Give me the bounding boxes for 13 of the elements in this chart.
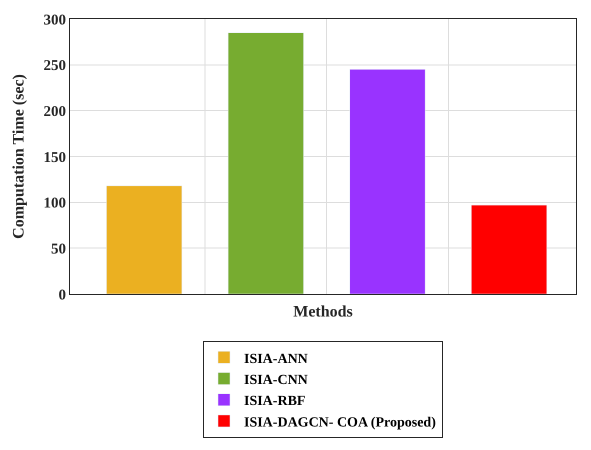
y-tick-label: 100 xyxy=(44,196,66,212)
y-tick-label: 150 xyxy=(44,150,66,166)
legend-label: ISIA-DAGCN- COA (Proposed) xyxy=(244,415,436,430)
x-axis-title: Methods xyxy=(293,304,353,321)
legend-label: ISIA-RBF xyxy=(244,394,306,410)
y-axis-title: Computation Time (sec) xyxy=(10,74,28,239)
y-tick-label: 250 xyxy=(44,58,66,74)
legend-label: ISIA-ANN xyxy=(244,352,308,367)
y-tick-label: 200 xyxy=(44,104,66,120)
y-tick-label: 300 xyxy=(44,12,66,28)
y-tick-label: 0 xyxy=(58,287,66,304)
legend-label: ISIA-CNN xyxy=(244,373,308,388)
y-tick-label: 50 xyxy=(51,241,66,258)
